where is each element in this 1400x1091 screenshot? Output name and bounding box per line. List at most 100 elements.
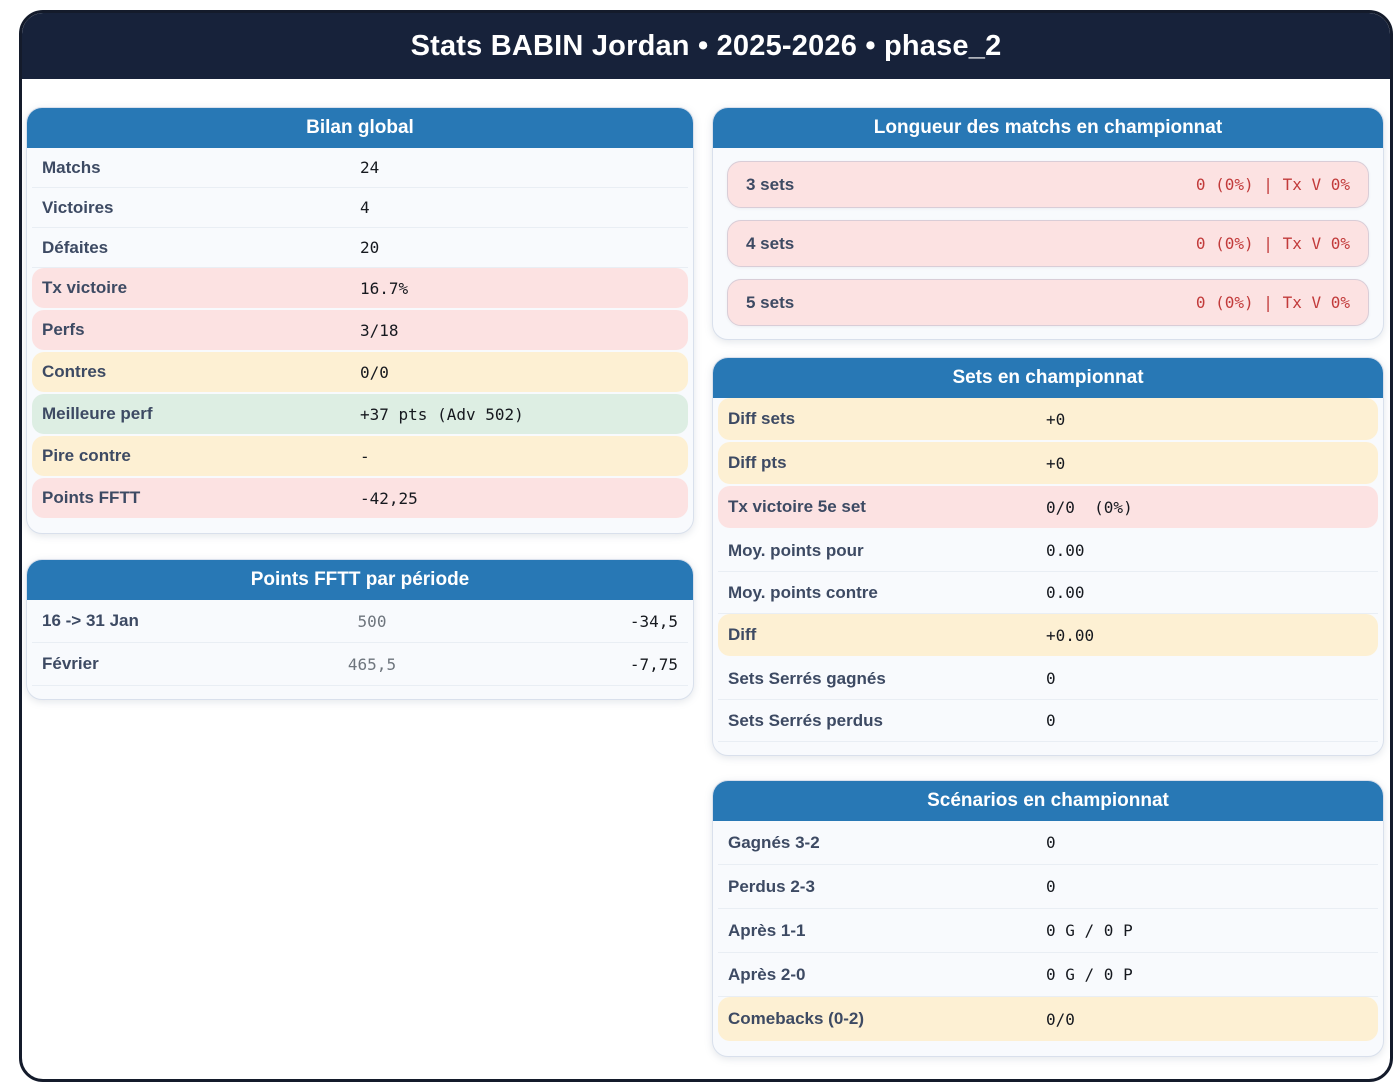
stat-label: Sets Serrés gagnés xyxy=(728,668,886,688)
stat-value: 0 xyxy=(1046,669,1056,688)
periode-points: 500 xyxy=(357,611,387,631)
card-bilan-global: Bilan global Matchs 24 Victoires 4 Défai… xyxy=(26,107,694,534)
stat-row-diff: Diff +0.00 xyxy=(718,614,1378,656)
periode-label: Février xyxy=(42,654,99,673)
pill-row-3-sets: 3 sets 0 (0%) | Tx V 0% xyxy=(727,161,1369,208)
right-column: Longueur des matchs en championnat 3 set… xyxy=(712,107,1384,1057)
pill-row-4-sets: 4 sets 0 (0%) | Tx V 0% xyxy=(727,220,1369,267)
stat-row-meilleure-perf: Meilleure perf +37 pts (Adv 502) xyxy=(32,394,688,434)
stat-label: Tx victoire xyxy=(42,278,128,297)
stat-label: Contres xyxy=(42,362,107,381)
stat-value: 3/18 xyxy=(360,320,399,340)
card-scenarios-championnat-title: Scénarios en championnat xyxy=(713,781,1383,821)
card-longueur-matchs-body: 3 sets 0 (0%) | Tx V 0% 4 sets 0 (0%) | … xyxy=(713,148,1383,339)
stat-value: +37 pts (Adv 502) xyxy=(360,404,524,424)
stat-value: 0 xyxy=(1046,877,1056,896)
stat-value: -42,25 xyxy=(360,488,418,508)
card-scenarios-championnat-body: Gagnés 3-2 0 Perdus 2-3 0 Après 1-1 0 G … xyxy=(713,821,1383,1056)
card-longueur-matchs-title: Longueur des matchs en championnat xyxy=(713,108,1383,148)
pill-label: 4 sets xyxy=(746,233,795,253)
left-column: Bilan global Matchs 24 Victoires 4 Défai… xyxy=(26,107,694,1057)
stat-row-matchs: Matchs 24 xyxy=(32,148,688,188)
pill-row-5-sets: 5 sets 0 (0%) | Tx V 0% xyxy=(727,279,1369,326)
card-sets-championnat: Sets en championnat Diff sets +0 Diff pt… xyxy=(712,357,1384,756)
stat-label: Après 2-0 xyxy=(728,964,806,984)
stats-report-page: Stats BABIN Jordan • 2025-2026 • phase_2… xyxy=(19,10,1393,1082)
stat-value: 24 xyxy=(360,158,380,177)
stat-row-apres-2-0: Après 2-0 0 G / 0 P xyxy=(718,953,1378,997)
periode-delta: -7,75 xyxy=(629,654,678,674)
stat-label: Diff pts xyxy=(728,453,787,472)
stat-value: 0 G / 0 P xyxy=(1046,921,1133,940)
card-sets-championnat-title: Sets en championnat xyxy=(713,358,1383,398)
stat-label: Victoires xyxy=(42,197,114,217)
stat-row-moy-points-contre: Moy. points contre 0.00 xyxy=(718,572,1378,614)
stat-label: Après 1-1 xyxy=(728,920,806,940)
card-points-fftt-periode-title: Points FFTT par période xyxy=(27,560,693,600)
stat-row-diff-sets: Diff sets +0 xyxy=(718,398,1378,440)
pill-label: 3 sets xyxy=(746,174,795,194)
stat-label: Moy. points pour xyxy=(728,540,864,560)
stat-label: Diff xyxy=(728,625,757,644)
content-area: Bilan global Matchs 24 Victoires 4 Défai… xyxy=(22,79,1390,1077)
periode-row-fevrier: Février 465,5 -7,75 xyxy=(32,643,688,686)
stat-value: 0 xyxy=(1046,711,1056,730)
stat-label: Tx victoire 5e set xyxy=(728,497,866,516)
card-bilan-global-body: Matchs 24 Victoires 4 Défaites 20 Tx vic… xyxy=(27,148,693,533)
stat-label: Comebacks (0-2) xyxy=(728,1009,865,1028)
periode-label: 16 -> 31 Jan xyxy=(42,611,139,630)
card-longueur-matchs: Longueur des matchs en championnat 3 set… xyxy=(712,107,1384,340)
periode-points: 465,5 xyxy=(347,654,397,674)
page-header: Stats BABIN Jordan • 2025-2026 • phase_2 xyxy=(22,13,1390,79)
stat-label: Pire contre xyxy=(42,446,131,465)
stat-value: 20 xyxy=(360,238,380,257)
stat-value: - xyxy=(360,446,370,466)
stat-row-sets-serres-perdus: Sets Serrés perdus 0 xyxy=(718,700,1378,742)
stat-value: 4 xyxy=(360,198,370,217)
pill-value: 0 (0%) | Tx V 0% xyxy=(1195,175,1350,194)
stat-label: Meilleure perf xyxy=(42,404,153,423)
stat-row-victoires: Victoires 4 xyxy=(32,188,688,228)
stat-label: Perfs xyxy=(42,320,85,339)
stat-value: 16.7% xyxy=(360,278,409,298)
stat-value: 0/0 (0%) xyxy=(1046,497,1133,517)
card-points-fftt-periode: Points FFTT par période 16 -> 31 Jan 500… xyxy=(26,559,694,700)
card-points-fftt-periode-body: 16 -> 31 Jan 500 -34,5 Février 465,5 -7,… xyxy=(27,600,693,699)
stat-value: 0.00 xyxy=(1046,541,1085,560)
card-scenarios-championnat: Scénarios en championnat Gagnés 3-2 0 Pe… xyxy=(712,780,1384,1057)
stat-row-perdus-2-3: Perdus 2-3 0 xyxy=(718,865,1378,909)
stat-row-contres: Contres 0/0 xyxy=(32,352,688,392)
stat-row-sets-serres-gagnes: Sets Serrés gagnés 0 xyxy=(718,658,1378,700)
pill-label: 5 sets xyxy=(746,292,795,312)
stat-row-tx-victoire: Tx victoire 16.7% xyxy=(32,268,688,308)
stat-label: Perdus 2-3 xyxy=(728,876,815,896)
card-sets-championnat-body: Diff sets +0 Diff pts +0 Tx victoire 5e … xyxy=(713,398,1383,755)
periode-row-jan: 16 -> 31 Jan 500 -34,5 xyxy=(32,600,688,643)
periode-delta: -34,5 xyxy=(629,611,678,631)
stat-row-comebacks-0-2: Comebacks (0-2) 0/0 xyxy=(718,997,1378,1041)
stat-label: Points FFTT xyxy=(42,488,141,507)
stat-row-moy-points-pour: Moy. points pour 0.00 xyxy=(718,530,1378,572)
stat-value: +0 xyxy=(1046,409,1066,429)
stat-label: Moy. points contre xyxy=(728,582,878,602)
stat-label: Matchs xyxy=(42,157,101,177)
stat-value: 0.00 xyxy=(1046,583,1085,602)
stat-row-perfs: Perfs 3/18 xyxy=(32,310,688,350)
pill-value: 0 (0%) | Tx V 0% xyxy=(1195,293,1350,312)
stat-row-diff-pts: Diff pts +0 xyxy=(718,442,1378,484)
stat-value: 0/0 xyxy=(360,362,389,382)
stat-row-pire-contre: Pire contre - xyxy=(32,436,688,476)
stat-label: Gagnés 3-2 xyxy=(728,832,820,852)
stat-value: 0/0 xyxy=(1046,1009,1075,1029)
stat-label: Diff sets xyxy=(728,409,796,428)
pill-value: 0 (0%) | Tx V 0% xyxy=(1195,234,1350,253)
stat-row-apres-1-1: Après 1-1 0 G / 0 P xyxy=(718,909,1378,953)
stat-row-points-fftt: Points FFTT -42,25 xyxy=(32,478,688,518)
stat-value: +0 xyxy=(1046,453,1066,473)
stat-row-defaites: Défaites 20 xyxy=(32,228,688,268)
card-bilan-global-title: Bilan global xyxy=(27,108,693,148)
stat-value: 0 xyxy=(1046,833,1056,852)
stat-value: +0.00 xyxy=(1046,625,1095,645)
stat-label: Sets Serrés perdus xyxy=(728,710,883,730)
stat-row-gagnes-3-2: Gagnés 3-2 0 xyxy=(718,821,1378,865)
